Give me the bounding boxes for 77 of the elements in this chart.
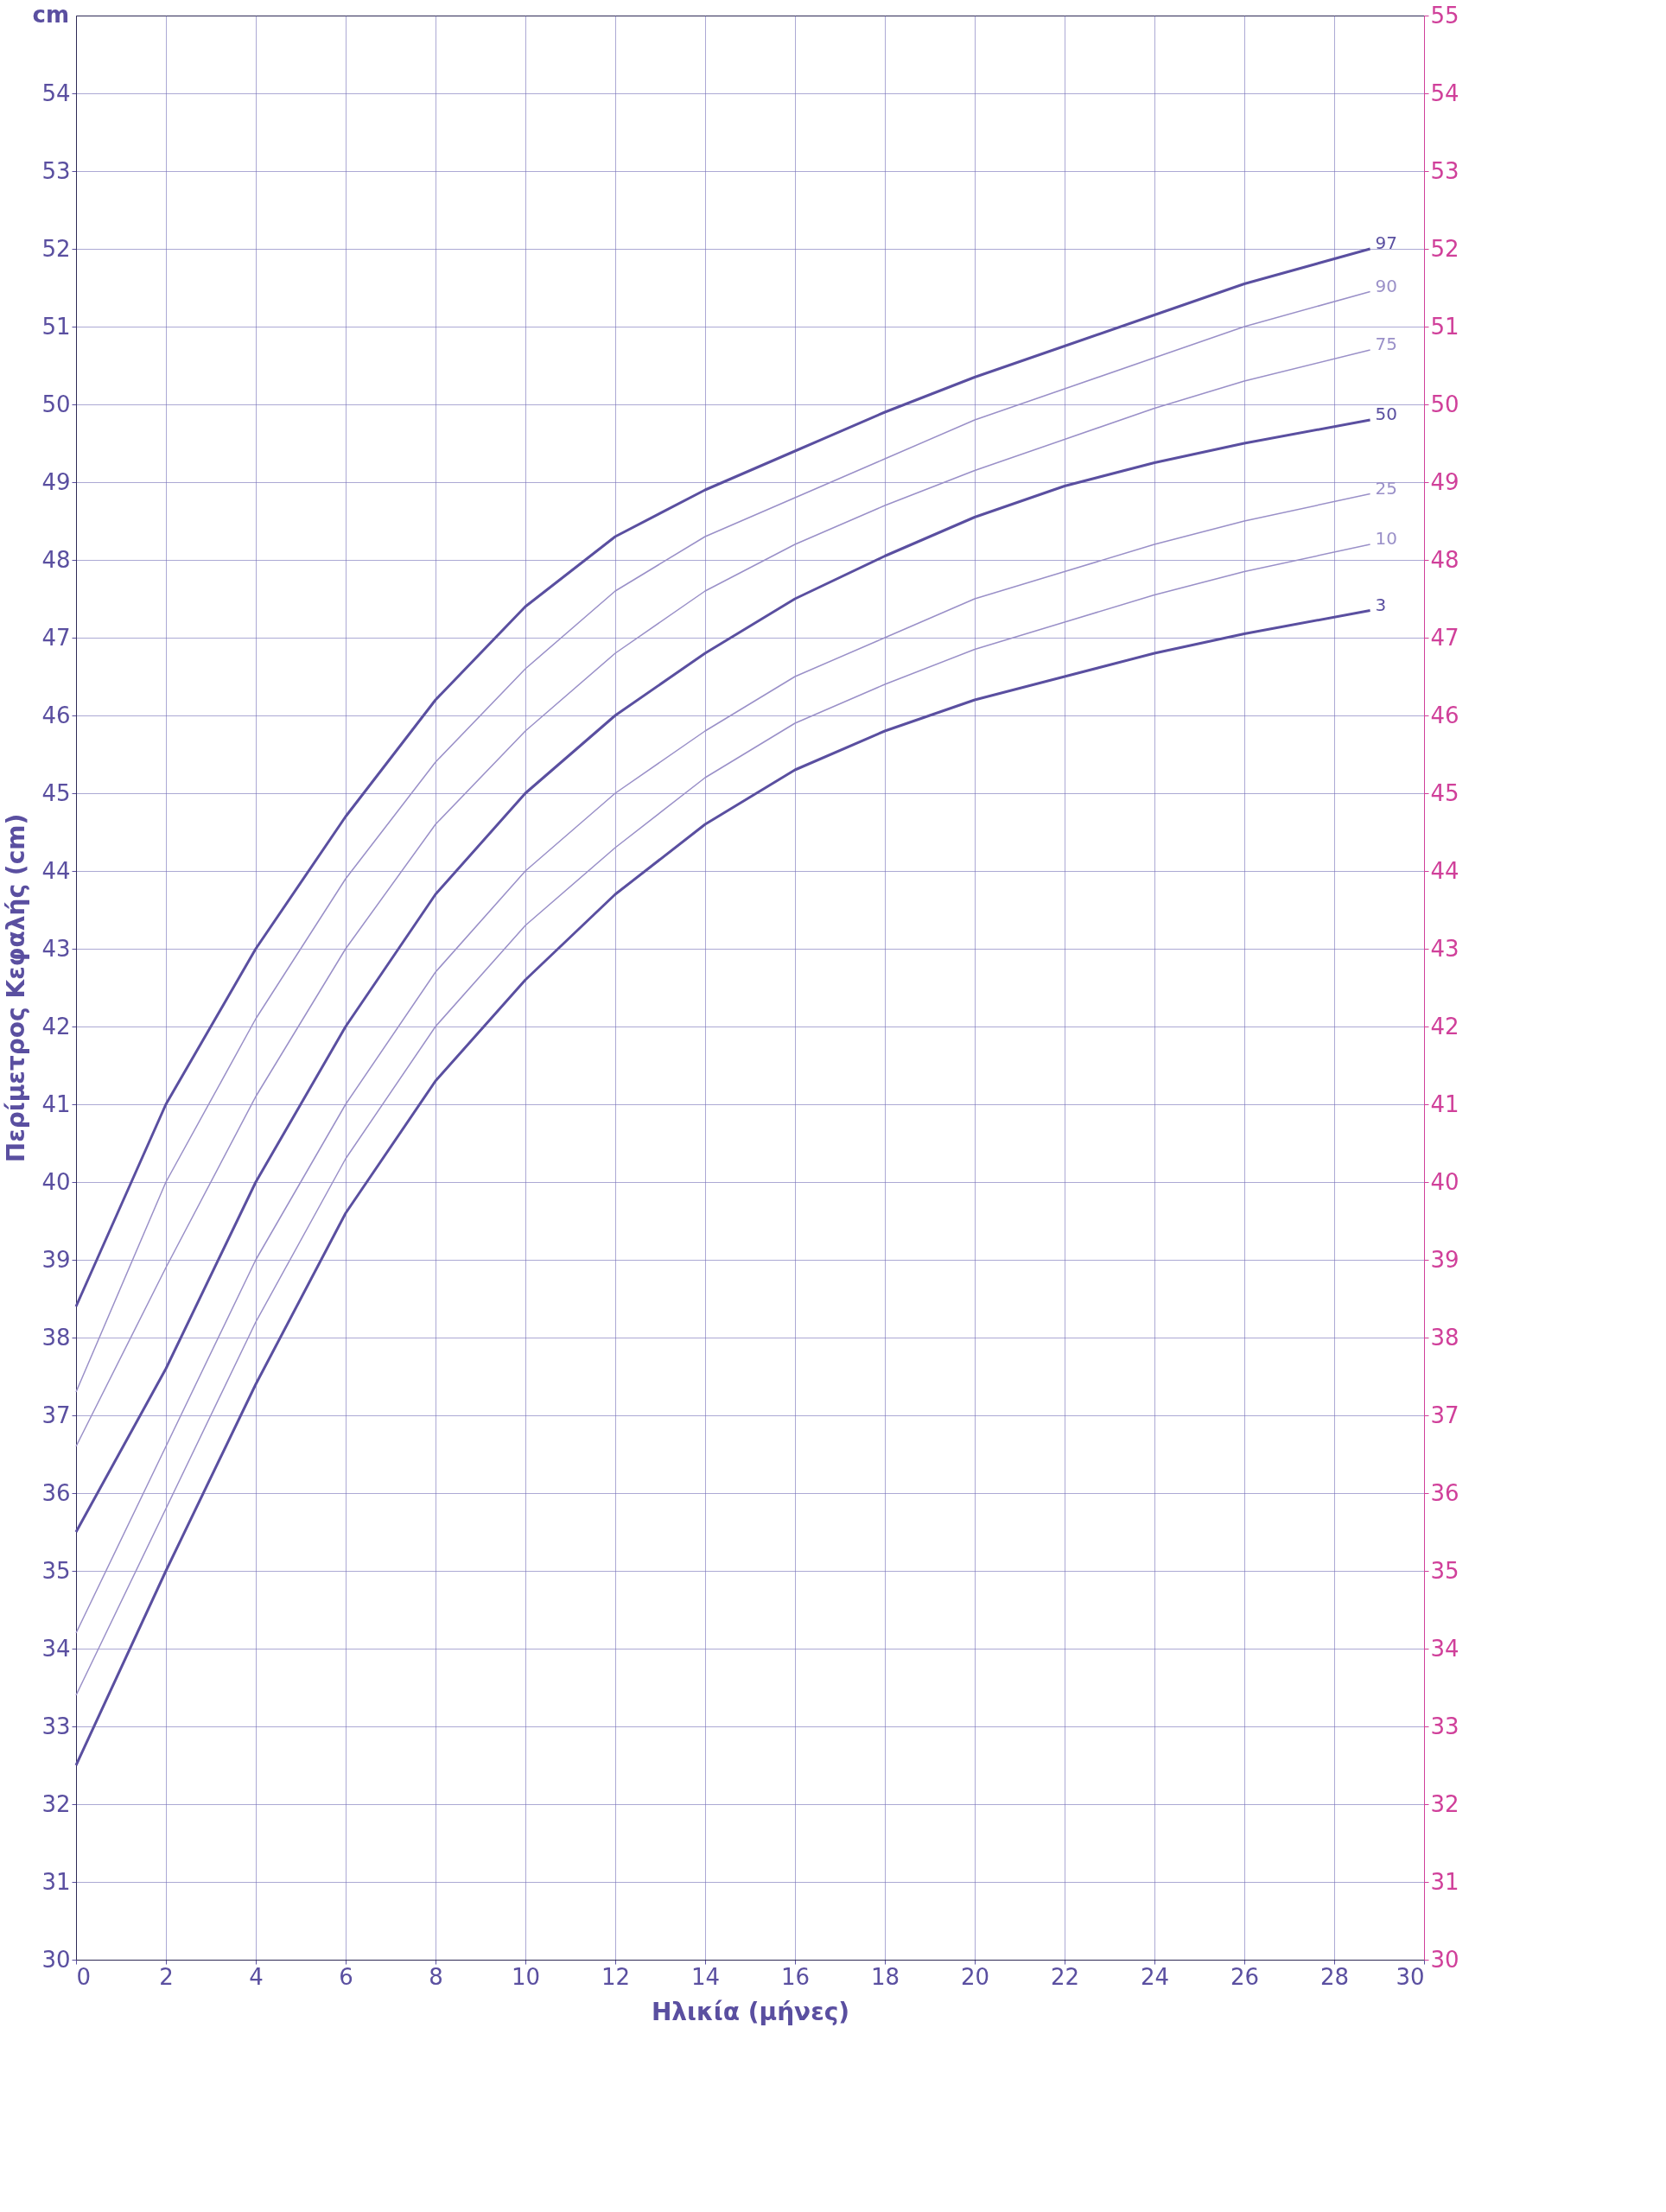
y2-tick-label: 47 — [1430, 624, 1459, 651]
y2-tick-label: 43 — [1430, 935, 1459, 962]
y2-tick-label: 44 — [1430, 857, 1459, 884]
y-tick-label: 47 — [41, 624, 71, 651]
series-label: 50 — [1375, 404, 1398, 424]
y-tick-label: 41 — [41, 1090, 71, 1117]
y-tick-label: 33 — [41, 1713, 71, 1739]
y-tick-label: 38 — [41, 1324, 71, 1351]
y-tick-label: 50 — [41, 391, 71, 417]
y-axis-title: Περίμετρος Κεφαλής (cm) — [2, 813, 31, 1163]
y-tick-label: 32 — [41, 1790, 71, 1817]
x-tick-label: 14 — [690, 1963, 721, 1990]
y2-tick-label: 41 — [1430, 1090, 1459, 1117]
y2-tick-label: 51 — [1430, 313, 1459, 340]
x-tick-label: 8 — [429, 1963, 443, 1990]
y-tick-label: 48 — [41, 546, 71, 573]
y-tick-label: 53 — [41, 157, 71, 184]
x-tick-label: 10 — [511, 1963, 541, 1990]
y2-tick-label: 33 — [1430, 1713, 1459, 1739]
y-tick-label: 43 — [41, 935, 71, 962]
y-tick-label: 37 — [41, 1402, 71, 1428]
y2-tick-label: 35 — [1430, 1557, 1459, 1584]
x-tick-label: 4 — [249, 1963, 264, 1990]
x-tick-label: 30 — [1396, 1963, 1425, 1990]
y-tick-label: 31 — [41, 1868, 71, 1895]
x-tick-label: 20 — [960, 1963, 990, 1990]
y-tick-label: 34 — [41, 1635, 71, 1662]
y2-tick-label: 42 — [1430, 1013, 1459, 1039]
x-tick-label: 2 — [159, 1963, 174, 1990]
y2-tick-label: 39 — [1430, 1246, 1459, 1273]
x-tick-label: 24 — [1140, 1963, 1170, 1990]
y2-tick-label: 48 — [1430, 546, 1459, 573]
y2-tick-label: 55 — [1430, 2, 1459, 29]
y2-tick-label: 45 — [1430, 779, 1459, 806]
x-tick-label: 0 — [76, 1963, 92, 1990]
y2-tick-label: 36 — [1430, 1479, 1459, 1506]
series-label: 3 — [1375, 594, 1387, 615]
y2-tick-label: 46 — [1430, 702, 1459, 728]
y-tick-label: 44 — [41, 857, 71, 884]
y2-tick-label: 32 — [1430, 1790, 1459, 1817]
y-tick-label: 30 — [41, 1946, 71, 1973]
y-tick-label: 51 — [41, 313, 71, 340]
x-tick-label: 16 — [780, 1963, 811, 1990]
x-tick-label: 22 — [1050, 1963, 1080, 1990]
x-tick-label: 26 — [1230, 1963, 1260, 1990]
text: cm — [32, 2, 69, 28]
series-label: 25 — [1375, 477, 1398, 499]
y2-tick-label: 30 — [1430, 1946, 1459, 1973]
y2-tick-label: 50 — [1430, 391, 1459, 417]
y2-tick-label: 31 — [1430, 1868, 1459, 1895]
y2-tick-label: 53 — [1430, 157, 1459, 184]
y-tick-label: 49 — [41, 468, 71, 495]
series-label: 97 — [1375, 232, 1398, 253]
series-label: 10 — [1375, 528, 1398, 549]
x-tick-label: 12 — [601, 1963, 631, 1990]
y2-tick-label: 40 — [1430, 1168, 1459, 1195]
y2-tick-label: 54 — [1430, 79, 1459, 106]
x-tick-label: 28 — [1319, 1963, 1350, 1990]
y-tick-label: 46 — [41, 702, 71, 728]
y-tick-label: 45 — [41, 779, 71, 806]
y2-tick-label: 37 — [1430, 1402, 1459, 1428]
y-tick-label: 54 — [41, 79, 71, 106]
y-tick-label: 35 — [41, 1557, 71, 1584]
x-axis-title: Ηλικία (μήνες) — [651, 1997, 850, 2026]
x-tick-label: 18 — [870, 1963, 900, 1990]
y-tick-label: 52 — [41, 235, 71, 262]
series-label: 75 — [1375, 334, 1398, 354]
series-label: 90 — [1375, 275, 1398, 296]
y-tick-label: 40 — [41, 1168, 71, 1195]
y-tick-label: 36 — [41, 1479, 71, 1506]
y2-tick-label: 34 — [1430, 1635, 1459, 1662]
x-tick-label: 6 — [339, 1963, 353, 1990]
y2-tick-label: 38 — [1430, 1324, 1459, 1351]
y-tick-label: 42 — [41, 1013, 71, 1039]
y2-tick-label: 49 — [1430, 468, 1459, 495]
y-tick-label: 39 — [41, 1246, 71, 1273]
y2-tick-label: 52 — [1430, 235, 1459, 262]
